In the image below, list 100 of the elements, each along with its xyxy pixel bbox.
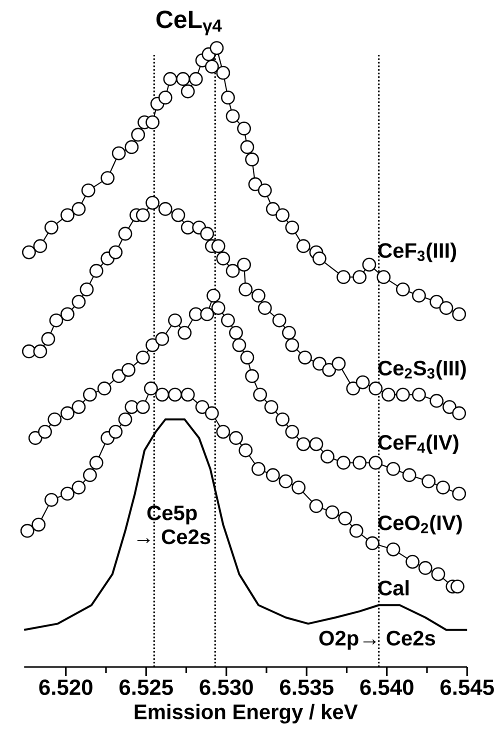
point (266, 202, 280, 216)
point (272, 313, 286, 328)
point (251, 288, 266, 303)
point (178, 326, 192, 340)
point (240, 140, 254, 154)
point (168, 313, 182, 328)
point (346, 382, 360, 396)
point (376, 270, 391, 284)
x-tick-label: 6.525 (119, 680, 173, 696)
point (112, 146, 126, 160)
point (312, 356, 326, 371)
point (406, 554, 420, 569)
point (136, 400, 150, 414)
point (278, 474, 293, 488)
point (248, 177, 262, 192)
point (60, 208, 74, 222)
point (430, 394, 444, 408)
point (237, 258, 251, 272)
point (81, 183, 96, 198)
point (124, 400, 139, 414)
point (368, 456, 383, 470)
point (368, 382, 383, 396)
point (131, 128, 145, 142)
point (356, 375, 370, 390)
point (322, 362, 336, 377)
point (28, 431, 42, 445)
point (211, 301, 226, 315)
x-tick-label: 6.530 (200, 680, 253, 696)
point (108, 424, 123, 439)
point (338, 512, 352, 526)
point (450, 580, 464, 594)
point (22, 344, 36, 358)
series-label: CeF$_{3}$(III) (378, 242, 456, 262)
point (386, 462, 400, 476)
point (245, 369, 259, 384)
x-tick-label: 6.545 (440, 680, 494, 696)
point (82, 468, 97, 482)
point (82, 388, 97, 402)
point (206, 288, 220, 303)
point (228, 431, 243, 445)
point (22, 245, 36, 260)
x-tick-label: 6.520 (39, 680, 92, 696)
point (352, 456, 366, 470)
point (32, 518, 46, 532)
point (336, 270, 350, 284)
point (232, 338, 246, 352)
point (48, 412, 62, 426)
point (296, 239, 310, 254)
point (422, 474, 436, 488)
annotation: Ce5p → Ce2s (137, 505, 210, 544)
point (146, 338, 160, 352)
point (386, 542, 400, 556)
point (309, 437, 324, 452)
point (258, 301, 272, 315)
point (452, 486, 466, 501)
point (332, 356, 346, 371)
point (282, 326, 296, 340)
point (41, 332, 56, 346)
point (362, 258, 376, 272)
point (336, 456, 350, 470)
point (33, 344, 48, 358)
point (228, 326, 243, 340)
point (238, 443, 253, 458)
point (285, 424, 300, 439)
series-label: Cal (378, 580, 409, 596)
point (436, 480, 450, 494)
point (226, 109, 240, 124)
point (352, 270, 366, 284)
point (44, 220, 58, 235)
point (258, 183, 272, 198)
point (365, 536, 380, 550)
point (245, 152, 259, 166)
point (176, 72, 190, 86)
point (312, 252, 326, 266)
point (442, 400, 456, 414)
point (220, 313, 235, 328)
point (146, 196, 160, 210)
series-label: CeO$_{2}$(IV) (378, 514, 462, 534)
point (412, 288, 426, 303)
point (210, 41, 224, 56)
point (121, 362, 136, 377)
point (180, 388, 195, 402)
point (412, 388, 426, 402)
point (204, 406, 219, 420)
point (72, 202, 86, 216)
point (381, 388, 396, 402)
annotation: O2p→ Ce2s (319, 630, 435, 650)
point (253, 388, 267, 402)
point (240, 350, 254, 364)
x-tick-label: 6.535 (280, 680, 334, 696)
point (285, 220, 300, 235)
point (402, 468, 416, 482)
point (211, 239, 226, 254)
point (89, 456, 104, 470)
point (44, 492, 58, 507)
point (216, 66, 230, 80)
point (33, 239, 48, 254)
point (136, 208, 150, 222)
point (124, 140, 139, 154)
point (195, 400, 210, 414)
